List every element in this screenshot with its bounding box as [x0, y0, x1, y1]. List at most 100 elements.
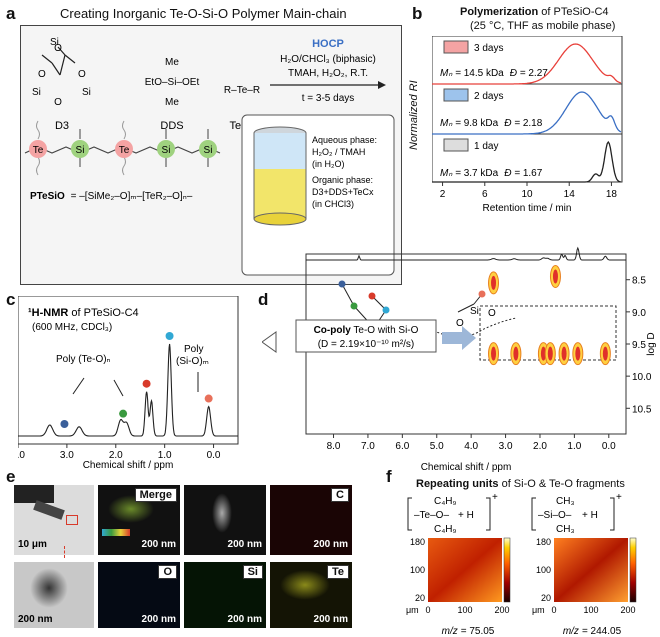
svg-text:–Si–O–: –Si–O– [538, 510, 572, 521]
tof-ytick-0-2: 180 [410, 537, 425, 547]
svg-text:1 day: 1 day [474, 141, 498, 152]
dosy-xtick-label-1: 7.0 [361, 441, 375, 452]
condition-2: TMAH, H₂O₂, R.T. [288, 68, 368, 79]
tof-unit-0: μm [406, 605, 419, 615]
svg-text:+: + [492, 492, 498, 503]
nmr-spectrum [18, 343, 238, 437]
svg-text:Te: Te [33, 145, 44, 156]
tof-ytick-1-2: 180 [536, 537, 551, 547]
svg-text:C₄H₉: C₄H₉ [434, 524, 457, 535]
panel-a-label: a [6, 4, 16, 23]
nmr-marker-5 [204, 394, 213, 403]
nmr-tick-label-0: 4.0 [18, 450, 25, 461]
dosy-xtick-label-3: 5.0 [430, 441, 444, 452]
dds-me-bottom: Me [165, 97, 179, 108]
em-scale-6: 200 nm [141, 614, 176, 625]
gpc-legend-1: 3 days [443, 40, 503, 54]
dosy-ytick-label-0: 8.5 [632, 276, 646, 287]
d3-si-top: Si [50, 37, 59, 48]
dosy-xtick-label-6: 2.0 [533, 441, 547, 452]
tofsims-mz-1: m/z = 75.05 [442, 626, 495, 637]
gpc-chart: 3 days Mₙ = 14.5 kDa Đ = 2.27 2 days Mₙ =… [432, 36, 623, 214]
gpc-trace-2 [432, 91, 622, 135]
gpc-tick-label-18: 18 [606, 189, 618, 200]
gpc-y-label: Normalized RI [408, 80, 420, 150]
dosy-arrow [442, 326, 476, 350]
panel-b-label: b [412, 4, 423, 23]
dosy-si-atom: Si [470, 306, 479, 317]
nmr-arrow-2 [113, 379, 124, 397]
dosy-o-atom-2: O [456, 318, 464, 329]
svg-text:Te: Te [119, 145, 130, 156]
em-scale-1: 10 μm [18, 539, 47, 550]
em-scale-2: 200 nm [141, 539, 176, 550]
tof-xtick-0-1: 100 [457, 605, 472, 615]
em-merge-label: Merge [134, 488, 177, 502]
tofsims-mz-2: m/z = 244.05 [563, 626, 622, 637]
dosy-ytick-label-3: 10.0 [632, 372, 652, 383]
em-tile-oxygen: O 200 nm [98, 562, 180, 628]
gpc-stats-1: Mₙ = 14.5 kDa Đ = 2.27 [440, 68, 548, 79]
aqueous-phase-3: (in H₂O) [312, 159, 345, 169]
em-scale-8: 200 nm [313, 614, 348, 625]
fragment-si: CH₃ –Si–O– CH₃ + H + [531, 492, 622, 535]
nmr-tick-label-1: 3.0 [60, 450, 74, 461]
hocp-label: HOCP [312, 38, 344, 50]
dosy-spot-4 [544, 342, 556, 366]
em-te-label: Te [326, 565, 349, 579]
panel-c-label: c [6, 290, 16, 309]
dds-label: DDS [160, 120, 183, 132]
svg-text:Si: Si [76, 145, 85, 156]
dosy-y-label: log D [646, 332, 657, 355]
svg-text:+ H: + H [582, 510, 598, 521]
svg-text:+ H: + H [458, 510, 474, 521]
nmr-x-label: Chemical shift / ppm [83, 460, 174, 471]
dosy-top-spectrum-trace [306, 246, 626, 261]
tof-xtick-0-2: 200 [494, 605, 509, 615]
em-tile-carbon: C 200 nm [270, 485, 352, 555]
nmr-marker-1 [60, 420, 69, 428]
dosy-xtick-label-2: 6.0 [395, 441, 409, 452]
dosy-spot-6 [572, 342, 584, 366]
aqueous-phase-2: H₂O₂ / TMAH [312, 147, 365, 157]
svg-text:3 days: 3 days [474, 43, 503, 54]
svg-text:CH₃: CH₃ [556, 496, 575, 507]
em-c-label: C [331, 488, 349, 502]
panel-b-title: Polymerization of PTeSiO-C4 [460, 6, 609, 18]
panel-f-label: f [386, 467, 392, 486]
dosy-chart: Te O Si O O Co-poly Te-O with Si-O (D = … [262, 246, 657, 473]
nmr-subtitle: (600 MHz, CDCl₃) [32, 322, 112, 333]
dosy-xtick-label-8: 0.0 [602, 441, 616, 452]
dosy-o-atom-3: O [488, 308, 496, 319]
nmr-title: ¹H-NMR of PTeSiO-C4 [28, 307, 139, 319]
dosy-spot-8 [488, 271, 500, 295]
d3-o-bottom: O [54, 97, 62, 108]
tofsims-panel: C₄H₉ –Te–O– C₄H₉ + H + CH₃ –Si–O– CH₃ + … [406, 492, 637, 637]
gpc-tick-label-6: 6 [482, 189, 488, 200]
dosy-spot-2 [510, 342, 522, 366]
tof-ytick-1-0: 20 [541, 593, 551, 603]
nmr-marker-3 [142, 379, 151, 388]
gpc-trace-3 [432, 140, 622, 183]
em-o-label: O [158, 565, 177, 579]
tofsims-map-si [554, 538, 628, 602]
d3-structure [41, 46, 76, 76]
dosy-spot-1 [488, 342, 500, 366]
dosy-box-line2: (D = 2.19×10⁻¹⁰ m²/s) [318, 339, 415, 350]
gpc-stats-2: Mₙ = 9.8 kDa Đ = 2.18 [440, 118, 543, 129]
dosy-xtick-label-0: 8.0 [327, 441, 341, 452]
dds-me-top: Me [165, 57, 179, 68]
aqueous-phase-1: Aqueous phase: [312, 135, 377, 145]
nmr-chart: ¹H-NMR of PTeSiO-C4 (600 MHz, CDCl₃) Pol… [18, 296, 239, 471]
reactor-beaker [241, 114, 395, 276]
chain-unit-1: Te [29, 140, 47, 158]
chain-unit-4: Te [115, 140, 133, 158]
d3-o-left: O [38, 69, 46, 80]
nmr-tick-label-2: 2.0 [109, 450, 123, 461]
svg-text:2 days: 2 days [474, 91, 503, 102]
em-scale-3: 200 nm [227, 539, 262, 550]
gpc-stats-3: Mₙ = 3.7 kDa Đ = 1.67 [440, 168, 543, 179]
em-tile-haadf: 200 nm [184, 485, 266, 555]
panel-a-scheme: O Si O O Si Si O D3 Me EtO–Si–OEt Me DDS… [24, 37, 395, 276]
d3-label: D3 [55, 120, 69, 132]
